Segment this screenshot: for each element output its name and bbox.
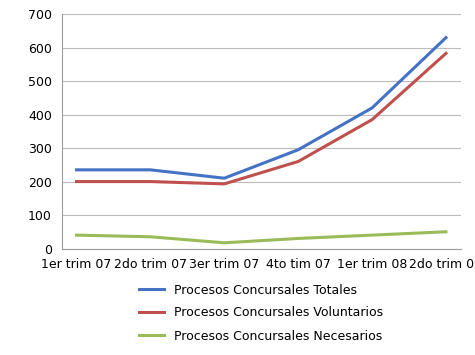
Legend: Procesos Concursales Totales, Procesos Concursales Voluntarios, Procesos Concurs: Procesos Concursales Totales, Procesos C… xyxy=(133,277,389,349)
